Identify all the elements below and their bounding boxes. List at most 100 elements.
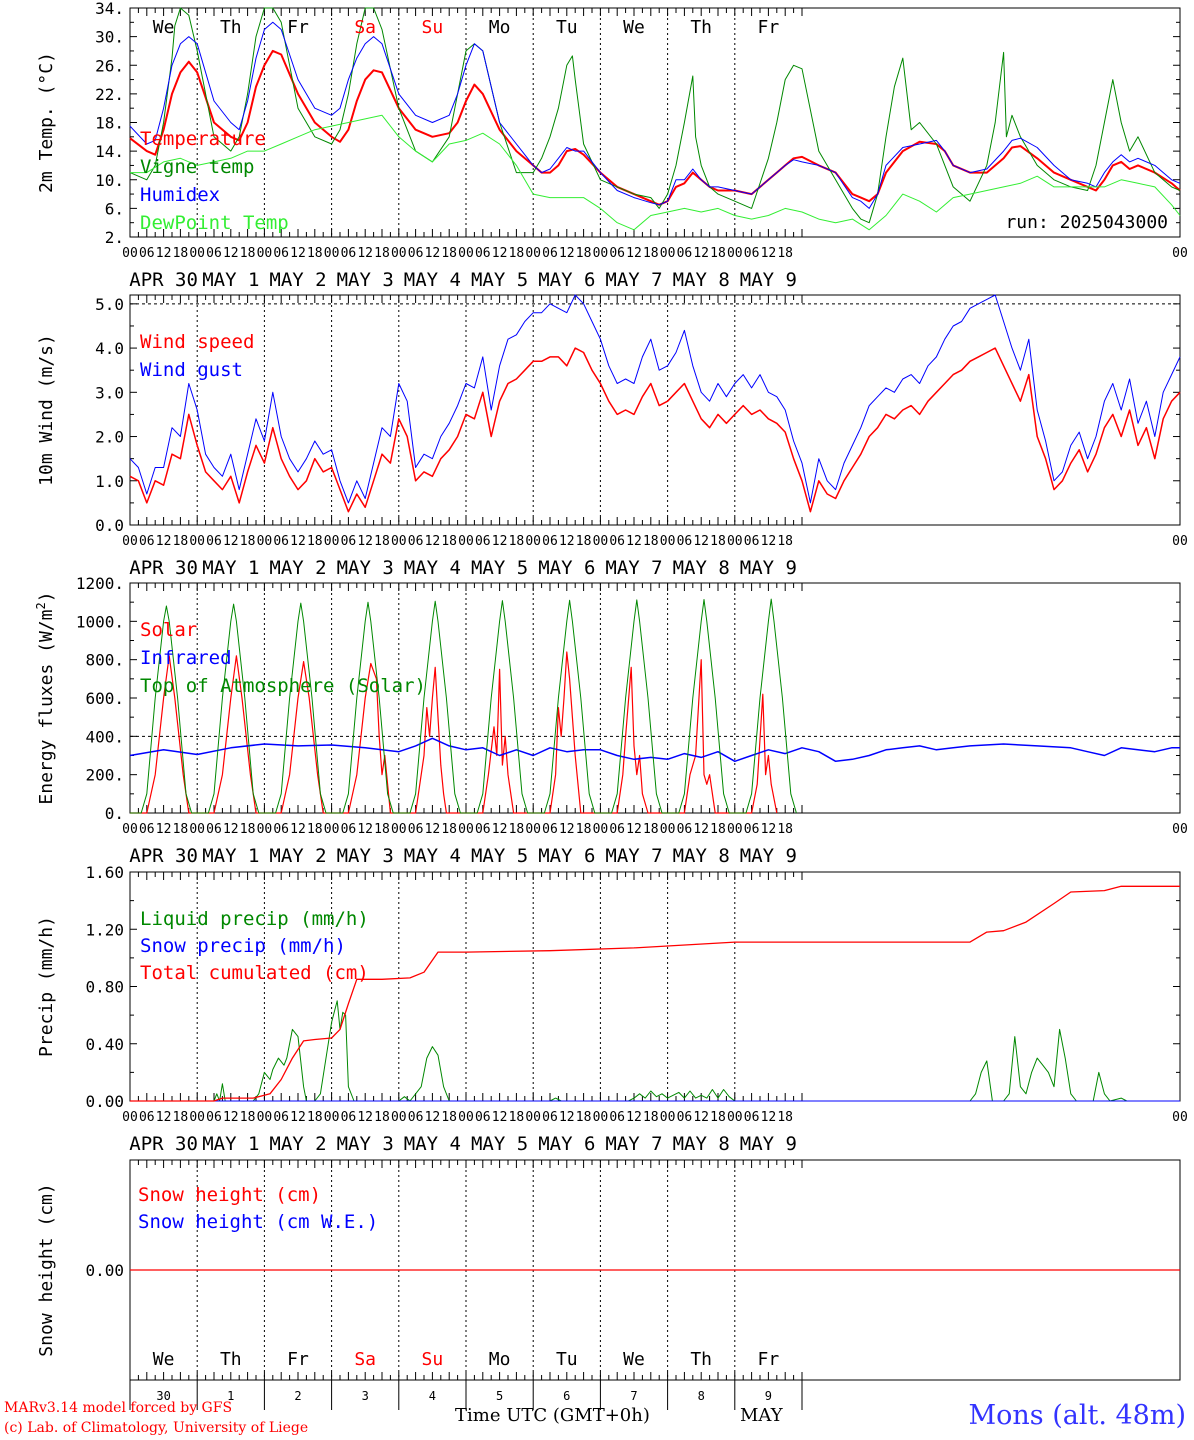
day-name-top: Su <box>422 17 444 38</box>
hour-tick-label: 00 <box>257 534 273 549</box>
hour-tick-label: 00 <box>1172 246 1188 261</box>
y-tick-label: 400. <box>85 727 124 746</box>
hour-tick-label: 00 <box>257 822 273 837</box>
series-line-3 <box>130 885 1180 1102</box>
hour-tick-label: 00 <box>189 534 205 549</box>
hour-tick-label: 12 <box>223 822 239 837</box>
legend-entry: Infrared <box>140 647 232 669</box>
y-tick-label: 0.00 <box>85 1092 124 1111</box>
hour-tick-label: 00 <box>593 246 609 261</box>
hour-tick-label: 12 <box>357 1110 373 1125</box>
date-label: MAY 9 <box>740 845 797 867</box>
day-number: 1 <box>227 1389 234 1403</box>
y-tick-label: 600. <box>85 689 124 708</box>
hour-tick-label: 18 <box>441 822 457 837</box>
hour-tick-label: 06 <box>408 1110 424 1125</box>
hour-tick-label: 00 <box>593 822 609 837</box>
hour-tick-label: 12 <box>492 1110 508 1125</box>
lab-credit: (c) Lab. of Climatology, University of L… <box>4 1420 309 1436</box>
hour-tick-label: 12 <box>357 534 373 549</box>
hour-tick-label: 06 <box>542 1110 558 1125</box>
date-label: MAY 1 <box>202 557 259 579</box>
series-line-2 <box>129 294 1181 504</box>
legend-entry: Temperature <box>140 128 266 150</box>
day-name-bottom: Fr <box>287 1349 309 1370</box>
hour-tick-label: 00 <box>391 246 407 261</box>
day-number: 3 <box>362 1389 369 1403</box>
day-name-top: Fr <box>758 17 780 38</box>
hour-tick-label: 12 <box>761 246 777 261</box>
day-name-bottom: We <box>153 1349 175 1370</box>
hour-tick-label: 12 <box>425 822 441 837</box>
y-axis-label: Snow height (cm) <box>36 1183 57 1356</box>
day-name-bottom: Tu <box>556 1349 578 1370</box>
y-tick-label: 0. <box>105 804 124 823</box>
hour-tick-label: 06 <box>744 246 760 261</box>
hour-tick-label: 18 <box>710 822 726 837</box>
y-tick-label: 4.0 <box>95 339 124 358</box>
day-number: 8 <box>698 1389 705 1403</box>
hour-tick-label: 18 <box>509 822 525 837</box>
date-label: MAY 4 <box>404 845 461 867</box>
day-name-top: Tu <box>556 17 578 38</box>
hour-tick-label: 12 <box>223 534 239 549</box>
day-number: 5 <box>496 1389 503 1403</box>
day-name-bottom: Th <box>220 1349 242 1370</box>
hour-tick-label: 18 <box>710 1110 726 1125</box>
hour-tick-label: 06 <box>206 246 222 261</box>
hour-tick-label: 18 <box>710 246 726 261</box>
hour-tick-label: 06 <box>677 534 693 549</box>
date-label: MAY 4 <box>404 1133 461 1155</box>
hour-tick-label: 00 <box>1172 1110 1188 1125</box>
date-label: MAY 6 <box>538 845 595 867</box>
y-tick-label: 10. <box>95 171 124 190</box>
y-tick-label: 18. <box>95 114 124 133</box>
hour-tick-label: 12 <box>156 1110 172 1125</box>
date-label: MAY 6 <box>538 269 595 291</box>
hour-tick-label: 18 <box>777 1110 793 1125</box>
hour-tick-label: 18 <box>307 534 323 549</box>
day-name-top: Mo <box>489 17 511 38</box>
day-name-top: Sa <box>354 17 376 38</box>
day-name-top: We <box>153 17 175 38</box>
hour-tick-label: 00 <box>458 534 474 549</box>
hour-tick-label: 00 <box>458 246 474 261</box>
hour-tick-label: 00 <box>122 822 138 837</box>
hour-tick-label: 12 <box>425 246 441 261</box>
date-label: MAY 5 <box>471 557 528 579</box>
hour-tick-label: 12 <box>559 534 575 549</box>
date-label: MAY 4 <box>404 269 461 291</box>
y-tick-label: 0.00 <box>85 1261 124 1280</box>
legend-entry: Solar <box>140 619 197 641</box>
date-label: MAY 7 <box>605 845 662 867</box>
hour-tick-label: 06 <box>408 822 424 837</box>
hour-tick-label: 00 <box>324 534 340 549</box>
hour-tick-label: 00 <box>525 1110 541 1125</box>
hour-tick-label: 00 <box>189 246 205 261</box>
date-label: MAY 1 <box>202 269 259 291</box>
date-label: MAY 6 <box>538 557 595 579</box>
hour-tick-label: 18 <box>374 822 390 837</box>
legend-entry: Snow height (cm W.E.) <box>138 1211 378 1233</box>
legend-entry: Humidex <box>140 184 220 206</box>
hour-tick-label: 06 <box>475 246 491 261</box>
day-number: 6 <box>563 1389 570 1403</box>
hour-tick-label: 12 <box>223 1110 239 1125</box>
hour-tick-label: 06 <box>609 534 625 549</box>
date-label: MAY 3 <box>337 845 394 867</box>
hour-tick-label: 12 <box>156 246 172 261</box>
hour-tick-label: 12 <box>425 534 441 549</box>
date-label: MAY 5 <box>471 845 528 867</box>
hour-tick-label: 18 <box>441 1110 457 1125</box>
date-label: APR 30 <box>129 557 198 579</box>
hour-tick-label: 00 <box>458 822 474 837</box>
hour-tick-label: 18 <box>374 534 390 549</box>
hour-tick-label: 12 <box>761 1110 777 1125</box>
y-tick-label: 14. <box>95 142 124 161</box>
series-line-1 <box>129 49 1181 206</box>
date-label: MAY 2 <box>269 845 326 867</box>
date-label: MAY 1 <box>202 845 259 867</box>
hour-tick-label: 06 <box>475 1110 491 1125</box>
hour-tick-label: 12 <box>492 246 508 261</box>
y-tick-label: 200. <box>85 766 124 785</box>
